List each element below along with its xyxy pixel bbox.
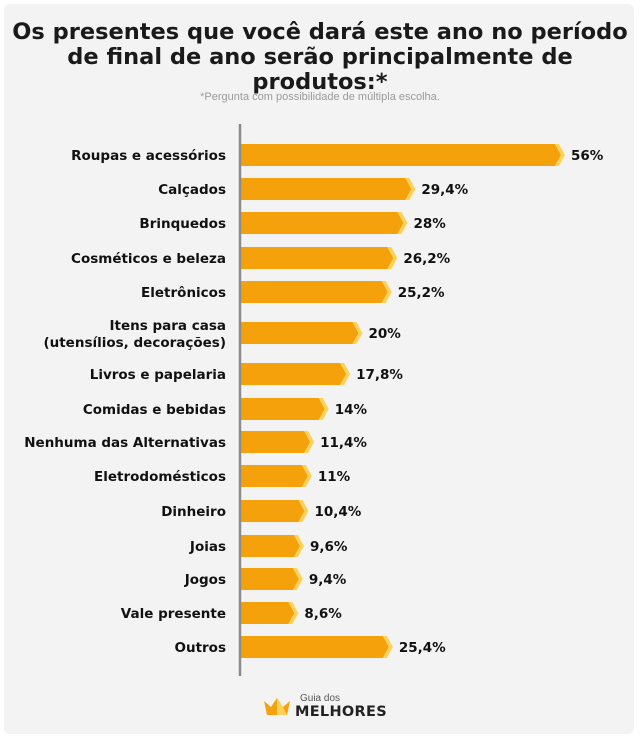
- category-label: Jogos: [184, 572, 226, 588]
- value-label: 28%: [414, 216, 447, 232]
- category-label: Itens para casa (utensílios, decorações): [43, 318, 226, 351]
- bar: [240, 247, 394, 269]
- bar-tip: [298, 500, 309, 522]
- category-label: Cosméticos e beleza: [71, 251, 226, 267]
- value-label: 8,6%: [304, 606, 342, 622]
- bar: [240, 178, 412, 200]
- brand-logo: Guia dos MELHORES: [262, 691, 422, 725]
- category-label: Calçados: [158, 182, 226, 198]
- title-line-1: Os presentes que você dará este ano no p…: [12, 19, 628, 45]
- bar: [240, 398, 325, 420]
- category-label: Dinheiro: [161, 504, 226, 520]
- bar-tip: [292, 568, 303, 590]
- category-label: Eletrônicos: [141, 285, 226, 301]
- value-label: 9,4%: [309, 572, 347, 588]
- category-label: Nenhuma das Alternativas: [24, 435, 226, 451]
- category-label: Roupas e acessórios: [71, 148, 226, 164]
- bar-tip: [294, 535, 304, 557]
- bar-tip: [304, 431, 315, 453]
- bar-tip: [387, 247, 398, 269]
- value-label: 11%: [318, 469, 351, 485]
- brand-name: MELHORES: [295, 704, 387, 720]
- value-label: 11,4%: [320, 435, 367, 451]
- value-label: 9,6%: [310, 539, 348, 555]
- bar: [240, 465, 308, 487]
- value-label: 29,4%: [421, 182, 468, 198]
- crown-icon: [264, 698, 290, 715]
- bar: [240, 144, 561, 166]
- chart-subtitle: *Pergunta com possibilidade de múltipla …: [200, 91, 440, 103]
- category-label: Vale presente: [121, 606, 226, 622]
- bar-tip: [397, 212, 408, 234]
- value-label: 10,4%: [315, 504, 362, 520]
- category-label: Livros e papelaria: [90, 367, 226, 383]
- bar: [240, 636, 389, 658]
- value-label: 26,2%: [403, 251, 450, 267]
- value-label: 25,4%: [399, 640, 446, 656]
- value-label: 14%: [335, 402, 368, 418]
- value-label: 20%: [369, 326, 402, 342]
- bar: [240, 500, 305, 522]
- bar: [240, 568, 299, 590]
- brand-name-small: Guia dos: [300, 693, 341, 704]
- bar-tip: [382, 636, 393, 658]
- category-label: Brinquedos: [139, 216, 226, 232]
- bar: [240, 602, 295, 624]
- bar-tip: [555, 144, 565, 166]
- chart-title: Os presentes que você dará este ano no p…: [0, 20, 640, 95]
- category-label: Outros: [174, 640, 226, 656]
- bar: [240, 212, 404, 234]
- value-label: 25,2%: [398, 285, 445, 301]
- category-label: Eletrodomésticos: [94, 469, 226, 485]
- bar-tip: [318, 398, 329, 420]
- title-line-2: de final de ano serão principalmente de …: [67, 44, 573, 95]
- bar: [240, 431, 311, 453]
- bar-tip: [301, 465, 312, 487]
- value-label: 17,8%: [356, 367, 403, 383]
- bar: [240, 535, 300, 557]
- category-label: Comidas e bebidas: [83, 402, 226, 418]
- bar-tip: [340, 363, 351, 385]
- bar-tip: [288, 602, 299, 624]
- value-label: 56%: [571, 148, 604, 164]
- bar: [240, 363, 347, 385]
- category-label: Joias: [189, 539, 226, 555]
- bar-tip: [381, 281, 392, 303]
- bar: [240, 322, 359, 344]
- bar: [240, 281, 388, 303]
- bar-tip: [405, 178, 416, 200]
- bar-tip: [352, 322, 363, 344]
